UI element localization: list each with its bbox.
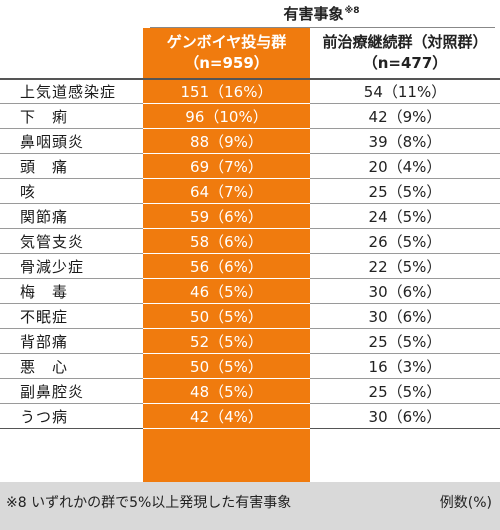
event-name: 鼻咽頭炎 bbox=[20, 132, 85, 151]
table-row: 骨減少症 56（6%） 22（5%） bbox=[0, 254, 500, 279]
event-name: うつ病 bbox=[20, 407, 69, 426]
table-row: 不眠症 50（5%） 30（6%） bbox=[0, 304, 500, 329]
group-b-name: 前治療継続群（対照群） bbox=[322, 33, 488, 51]
event-name: 悪 心 bbox=[20, 357, 69, 376]
title-rule bbox=[150, 27, 495, 28]
table-row: 悪 心 50（5%） 16（3%） bbox=[0, 354, 500, 379]
row-divider bbox=[143, 103, 310, 104]
table-row: うつ病 42（4%） 30（6%） bbox=[0, 404, 500, 429]
group-b-value: 30（6%） bbox=[368, 282, 442, 301]
table-title: 有害事象 ※8 bbox=[143, 0, 500, 27]
row-divider bbox=[143, 153, 310, 154]
event-name: 副鼻腔炎 bbox=[20, 382, 85, 401]
group-b-value: 26（5%） bbox=[368, 232, 442, 251]
table-row: 頭 痛 69（7%） 20（4%） bbox=[0, 154, 500, 179]
row-divider bbox=[143, 428, 310, 429]
unit-label: 例数(%) bbox=[439, 495, 492, 511]
event-name: 頭 痛 bbox=[20, 157, 69, 176]
group-b-value: 22（5%） bbox=[368, 257, 442, 276]
row-divider bbox=[143, 228, 310, 229]
group-b-value: 39（8%） bbox=[368, 132, 442, 151]
row-divider bbox=[143, 178, 310, 179]
row-divider bbox=[143, 378, 310, 379]
table-row: 背部痛 52（5%） 25（5%） bbox=[0, 329, 500, 354]
row-divider bbox=[143, 303, 310, 304]
group-b-value: 30（6%） bbox=[368, 407, 442, 426]
table-row: 下 痢 96（10%） 42（9%） bbox=[0, 104, 500, 129]
table-row: 咳 64（7%） 25（5%） bbox=[0, 179, 500, 204]
group-a-value: 52（5%） bbox=[190, 332, 263, 351]
group-b-header: 前治療継続群（対照群） （n=477） bbox=[310, 28, 500, 78]
group-a-value: 151（16%） bbox=[180, 82, 273, 101]
table-row: 副鼻腔炎 48（5%） 25（5%） bbox=[0, 379, 500, 404]
row-divider bbox=[143, 328, 310, 329]
group-a-value: 42（4%） bbox=[190, 407, 263, 426]
group-a-header: ゲンボイヤ投与群 （n=959） bbox=[143, 28, 310, 78]
group-a-value: 64（7%） bbox=[190, 182, 263, 201]
group-b-value: 25（5%） bbox=[368, 332, 442, 351]
group-b-value: 25（5%） bbox=[368, 382, 442, 401]
group-b-value: 20（4%） bbox=[368, 157, 442, 176]
group-b-value: 54（11%） bbox=[363, 82, 447, 101]
group-a-value: 59（6%） bbox=[190, 207, 263, 226]
table-row: 上気道感染症 151（16%） 54（11%） bbox=[0, 79, 500, 104]
group-a-value: 50（5%） bbox=[190, 307, 263, 326]
event-name: 背部痛 bbox=[20, 332, 69, 351]
event-name: 下 痢 bbox=[20, 107, 69, 126]
row-divider bbox=[143, 128, 310, 129]
table-row: 気管支炎 58（6%） 26（5%） bbox=[0, 229, 500, 254]
row-divider bbox=[143, 403, 310, 404]
group-a-value: 46（5%） bbox=[190, 282, 263, 301]
row-divider bbox=[143, 203, 310, 204]
group-b-value: 16（3%） bbox=[368, 357, 442, 376]
group-a-value: 69（7%） bbox=[190, 157, 263, 176]
group-a-value: 56（6%） bbox=[190, 257, 263, 276]
group-a-value: 58（6%） bbox=[190, 232, 263, 251]
event-name: 咳 bbox=[20, 182, 37, 201]
row-divider bbox=[143, 278, 310, 279]
table-row: 梅 毒 46（5%） 30（6%） bbox=[0, 279, 500, 304]
group-a-value: 96（10%） bbox=[185, 107, 268, 126]
footnote: ※8 いずれかの群で5%以上発現した有害事象 bbox=[6, 495, 292, 511]
table-row: 関節痛 59（6%） 24（5%） bbox=[0, 204, 500, 229]
event-name: 関節痛 bbox=[20, 207, 69, 226]
row-divider bbox=[143, 253, 310, 254]
table-title-text: 有害事象 bbox=[283, 5, 344, 23]
adverse-event-table: 上気道感染症 151（16%） 54（11%） 下 痢 96（10%） 42（9%） 鼻咽頭… bbox=[0, 79, 500, 429]
group-a-n: （n=959） bbox=[184, 54, 269, 72]
group-b-value: 42（9%） bbox=[368, 107, 442, 126]
group-b-value: 25（5%） bbox=[368, 182, 442, 201]
group-a-value: 48（5%） bbox=[190, 382, 263, 401]
group-a-value: 88（9%） bbox=[190, 132, 263, 151]
table-row: 鼻咽頭炎 88（9%） 39（8%） bbox=[0, 129, 500, 154]
group-b-n: （n=477） bbox=[362, 54, 448, 72]
event-name: 気管支炎 bbox=[20, 232, 85, 251]
footer: ※8 いずれかの群で5%以上発現した有害事象 例数(%) bbox=[0, 482, 500, 530]
group-b-value: 24（5%） bbox=[368, 207, 442, 226]
event-name: 上気道感染症 bbox=[20, 82, 117, 101]
group-a-value: 50（5%） bbox=[190, 357, 263, 376]
event-name: 骨減少症 bbox=[20, 257, 85, 276]
row-divider bbox=[143, 353, 310, 354]
event-name: 不眠症 bbox=[20, 307, 69, 326]
title-footnote-mark: ※8 bbox=[344, 5, 360, 16]
event-name: 梅 毒 bbox=[20, 282, 69, 301]
header-rule bbox=[0, 78, 500, 80]
group-a-name: ゲンボイヤ投与群 bbox=[166, 33, 287, 51]
group-b-value: 30（6%） bbox=[368, 307, 442, 326]
